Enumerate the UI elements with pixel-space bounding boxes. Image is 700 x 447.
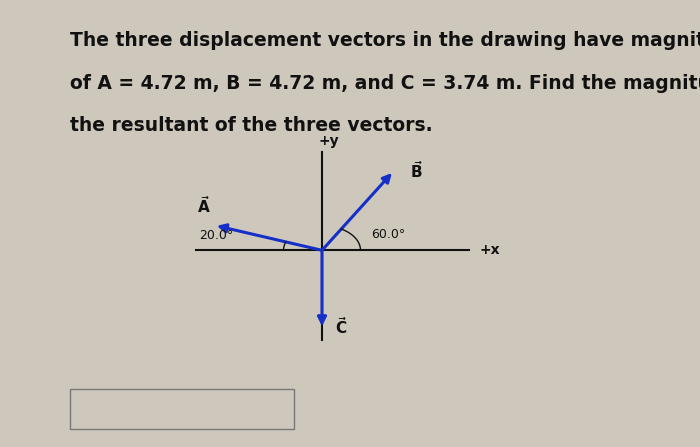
Text: $\mathbf{\vec{C}}$: $\mathbf{\vec{C}}$ bbox=[335, 316, 347, 337]
Text: 20.0°: 20.0° bbox=[199, 229, 234, 242]
Text: $\mathbf{\vec{A}}$: $\mathbf{\vec{A}}$ bbox=[197, 195, 211, 216]
Text: 60.0°: 60.0° bbox=[371, 228, 405, 241]
Text: the resultant of the three vectors.: the resultant of the three vectors. bbox=[70, 116, 433, 135]
Text: The three displacement vectors in the drawing have magnitudes: The three displacement vectors in the dr… bbox=[70, 31, 700, 51]
FancyBboxPatch shape bbox=[70, 389, 294, 429]
Text: of A = 4.72 m, B = 4.72 m, and C = 3.74 m. Find the magnitude of: of A = 4.72 m, B = 4.72 m, and C = 3.74 … bbox=[70, 74, 700, 93]
Text: +x: +x bbox=[480, 243, 500, 257]
Text: $\mathbf{\vec{B}}$: $\mathbf{\vec{B}}$ bbox=[410, 160, 422, 181]
Text: +y: +y bbox=[318, 134, 340, 148]
